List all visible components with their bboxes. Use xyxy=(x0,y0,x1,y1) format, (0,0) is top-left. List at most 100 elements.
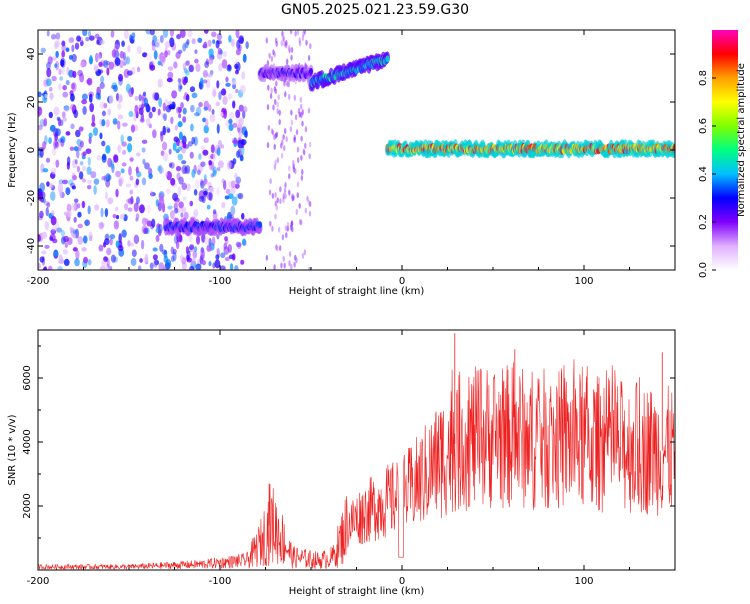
noise-blob xyxy=(176,34,182,40)
noise-blob xyxy=(227,93,233,100)
noise-blob xyxy=(53,140,57,150)
noise-blob xyxy=(240,259,245,265)
noise-blob xyxy=(85,36,90,42)
noise-blob xyxy=(56,227,63,233)
noise-blob xyxy=(173,234,179,244)
noise-blob xyxy=(274,159,277,166)
noise-blob xyxy=(57,266,63,270)
noise-blob xyxy=(175,165,182,172)
noise-blob xyxy=(210,144,215,154)
noise-blob xyxy=(87,30,92,37)
noise-blob xyxy=(178,201,184,209)
noise-blob xyxy=(72,232,76,239)
noise-blob xyxy=(279,198,282,205)
noise-blob xyxy=(46,181,50,187)
noise-blob xyxy=(158,228,162,237)
noise-blob xyxy=(280,75,283,82)
noise-blob xyxy=(239,84,246,94)
noise-blob xyxy=(265,37,268,44)
noise-blob xyxy=(110,30,115,38)
noise-blob xyxy=(69,146,75,152)
noise-blob xyxy=(206,204,211,210)
noise-blob xyxy=(101,119,106,127)
noise-blob xyxy=(130,124,136,133)
noise-blob xyxy=(269,178,272,185)
noise-blob xyxy=(200,161,206,167)
noise-blob xyxy=(287,44,291,51)
noise-blob xyxy=(218,91,222,101)
noise-blob xyxy=(149,262,154,270)
noise-blob xyxy=(82,106,87,115)
noise-blob xyxy=(81,247,87,252)
noise-blob xyxy=(288,260,291,267)
noise-blob xyxy=(77,203,81,209)
noise-blob xyxy=(89,102,94,113)
noise-blob xyxy=(112,118,118,125)
noise-blob xyxy=(74,258,80,267)
noise-blob xyxy=(181,160,187,165)
snr-series xyxy=(38,333,675,570)
noise-blob xyxy=(65,47,70,53)
noise-blob xyxy=(74,198,79,203)
noise-blob xyxy=(309,43,312,50)
noise-blob xyxy=(300,174,304,181)
noise-blob xyxy=(51,75,57,82)
noise-blob xyxy=(234,179,240,185)
noise-blob xyxy=(179,30,186,38)
noise-blob xyxy=(103,102,108,109)
noise-blob xyxy=(125,56,131,65)
noise-blob xyxy=(283,80,286,87)
noise-blob xyxy=(307,107,311,114)
noise-blob xyxy=(117,120,121,130)
noise-blob xyxy=(42,266,48,270)
noise-blob xyxy=(169,210,175,220)
noise-blob xyxy=(207,181,212,188)
noise-blob xyxy=(71,44,75,53)
noise-blob xyxy=(125,183,132,188)
noise-blob xyxy=(216,123,220,134)
noise-blob xyxy=(197,164,204,173)
noise-blob xyxy=(307,54,311,61)
noise-blob xyxy=(93,178,100,185)
noise-blob xyxy=(61,44,67,52)
noise-blob xyxy=(60,136,66,144)
noise-blob xyxy=(160,132,164,142)
noise-blob xyxy=(204,190,208,198)
noise-blob xyxy=(127,197,134,205)
noise-blob xyxy=(40,47,46,54)
noise-blob xyxy=(103,59,109,69)
noise-blob xyxy=(79,72,85,83)
noise-blob xyxy=(184,41,189,49)
noise-blob xyxy=(76,149,80,159)
noise-blob xyxy=(38,234,41,242)
noise-blob xyxy=(130,257,137,267)
noise-blob xyxy=(225,76,229,83)
noise-blob xyxy=(164,171,168,177)
noise-blob xyxy=(202,79,208,84)
noise-blob xyxy=(228,193,234,200)
noise-blob xyxy=(298,218,302,225)
noise-blob xyxy=(92,127,99,136)
noise-blob xyxy=(172,248,177,255)
noise-blob xyxy=(146,53,152,61)
noise-blob xyxy=(285,39,288,46)
noise-blob xyxy=(128,166,132,176)
x-tick-label: -200 xyxy=(27,276,50,287)
noise-blob xyxy=(170,255,175,263)
colorbar-tick-label: 0.0 xyxy=(698,262,709,278)
noise-blob xyxy=(90,171,97,179)
noise-blob xyxy=(176,172,181,181)
noise-blob xyxy=(173,136,179,143)
noise-blob xyxy=(86,77,93,86)
noise-blob xyxy=(175,240,180,250)
noise-blob xyxy=(138,107,144,116)
noise-blob xyxy=(38,91,42,98)
noise-blob xyxy=(217,47,222,55)
noise-blob xyxy=(105,145,111,154)
noise-blob xyxy=(124,203,129,211)
noise-blob xyxy=(160,54,166,65)
noise-blob xyxy=(171,90,178,99)
noise-blob xyxy=(72,70,77,79)
x-tick-label: -200 xyxy=(27,576,50,587)
